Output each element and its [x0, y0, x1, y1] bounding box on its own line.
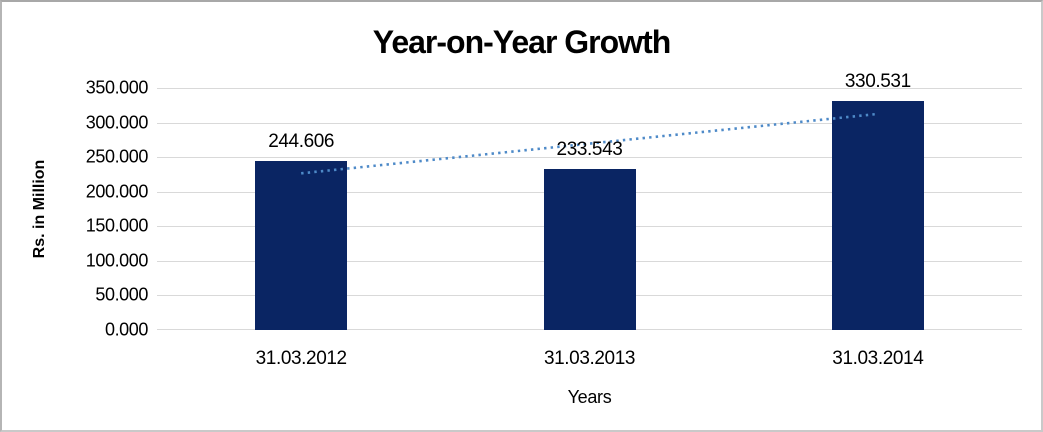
gridline	[157, 157, 1022, 159]
y-tick-label: 0.000	[104, 319, 148, 340]
chart-title: Year-on-Year Growth	[372, 24, 672, 60]
gridline	[157, 122, 1022, 124]
y-tick-label: 200.000	[85, 181, 149, 202]
bar-3	[831, 101, 924, 330]
x-tick-label: 31.03.2013	[543, 348, 636, 369]
y-axis-tick-labels: 350.000 300.000 250.000 200.000 150.000 100.0…	[2, 78, 149, 340]
y-tick-label: 250.000	[85, 146, 149, 167]
x-axis-title: Years	[567, 387, 612, 407]
y-tick-label: 150.000	[85, 215, 149, 236]
y-tick-label: 300.000	[85, 112, 149, 133]
x-tick-label: 31.03.2014	[832, 348, 924, 369]
bar-2	[543, 168, 636, 330]
x-tick-label: 31.03.2012	[255, 348, 347, 369]
x-axis-tick-labels: 31.03.2012 31.03.2013 31.03.2014	[157, 348, 1022, 372]
data-label: 244.606	[268, 130, 335, 152]
plot-area: 244.606 233.543 330.531	[157, 71, 1022, 330]
y-tick-label: 100.000	[85, 250, 149, 271]
data-label: 233.543	[556, 138, 623, 160]
y-tick-label: 50.000	[95, 284, 148, 305]
bar-1	[255, 160, 348, 330]
y-tick-label: 350.000	[85, 77, 149, 98]
data-label: 330.531	[844, 71, 911, 93]
gridline	[157, 88, 1022, 89]
trendline	[301, 112, 878, 175]
